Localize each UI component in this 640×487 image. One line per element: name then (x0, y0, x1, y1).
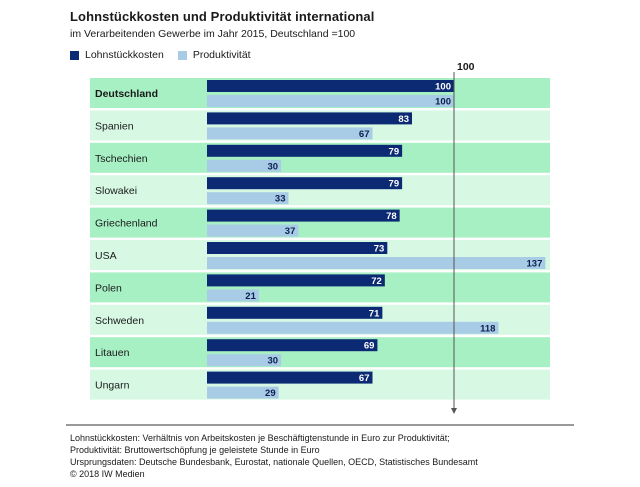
value-label-produktivitaet: 30 (268, 161, 279, 172)
legend-item-produktivitaet: Produktivität (177, 49, 251, 61)
bar-produktivitaet (207, 257, 546, 269)
value-label-produktivitaet: 33 (275, 194, 286, 205)
value-label-lohnstueckkosten: 79 (389, 179, 400, 190)
reference-label: 100 (457, 61, 475, 73)
value-label-lohnstueckkosten: 67 (359, 373, 370, 384)
value-label-lohnstueckkosten: 69 (364, 341, 375, 352)
bar-lohnstueckkosten (207, 306, 383, 319)
value-label-lohnstueckkosten: 100 (435, 82, 451, 93)
category-label: Schweden (95, 315, 144, 327)
bar-produktivitaet (207, 289, 259, 302)
bar-lohnstueckkosten (207, 144, 403, 157)
category-label: Litauen (95, 347, 130, 359)
bar-produktivitaet (207, 321, 499, 334)
value-label-lohnstueckkosten: 73 (374, 244, 385, 255)
chart-title: Lohnstückkosten und Produktivität intern… (70, 9, 375, 24)
bar-lohnstueckkosten (207, 242, 388, 254)
category-label: Polen (95, 282, 122, 294)
value-label-produktivitaet: 67 (359, 129, 370, 140)
bar-produktivitaet (207, 159, 282, 172)
legend-label-lohnstueckkosten: Lohnstückkosten (85, 49, 164, 61)
footer-line-sources: Ursprungsdaten: Deutsche Bundesbank, Eur… (70, 457, 478, 467)
bar-produktivitaet (207, 192, 289, 205)
value-label-produktivitaet: 137 (527, 259, 543, 270)
value-label-produktivitaet: 30 (268, 356, 279, 367)
value-label-lohnstueckkosten: 79 (389, 146, 400, 157)
value-label-lohnstueckkosten: 71 (369, 308, 380, 319)
value-label-lohnstueckkosten: 72 (371, 276, 382, 287)
category-label: Ungarn (95, 380, 130, 392)
reference-arrow (451, 408, 457, 414)
category-label: Slowakei (95, 185, 137, 197)
category-label: Griechenland (95, 218, 158, 230)
value-label-lohnstueckkosten: 83 (398, 114, 409, 125)
category-label: Spanien (95, 120, 134, 132)
bar-lohnstueckkosten (207, 371, 373, 384)
bar-lohnstueckkosten (207, 80, 454, 92)
footer-line-definition: Lohnstückkosten: Verhältnis von Arbeitsk… (70, 433, 450, 443)
legend-swatch-lohnstueckkosten (70, 50, 79, 60)
category-label: Tschechien (95, 153, 148, 165)
category-label: USA (95, 250, 117, 262)
bar-produktivitaet (207, 224, 299, 237)
footer-line-copyright: © 2018 IW Medien (70, 469, 145, 479)
value-label-produktivitaet: 29 (265, 388, 276, 399)
footer-notes: Lohnstückkosten: Verhältnis von Arbeitsk… (70, 432, 478, 480)
bar-lohnstueckkosten (207, 274, 385, 287)
bar-produktivitaet (207, 354, 282, 367)
footer-line-productivity: Produktivität: Bruttowertschöpfung je ge… (70, 445, 320, 455)
category-label: Deutschland (95, 88, 158, 100)
bar-produktivitaet (207, 95, 454, 107)
bar-produktivitaet (207, 386, 279, 399)
legend: Lohnstückkosten Produktivität (70, 49, 251, 61)
bar-lohnstueckkosten (207, 112, 413, 125)
legend-label-produktivitaet: Produktivität (192, 49, 251, 61)
value-label-produktivitaet: 37 (285, 226, 296, 237)
value-label-produktivitaet: 21 (245, 291, 256, 302)
legend-swatch-produktivitaet (177, 50, 187, 60)
bar-chart: Deutschland Spanien Tschechien Slowakei Grie… (66, 61, 574, 426)
value-label-produktivitaet: 118 (480, 323, 495, 334)
bar-lohnstueckkosten (207, 209, 400, 222)
bar-lohnstueckkosten (207, 177, 403, 190)
chart-subtitle: im Verarbeitenden Gewerbe im Jahr 2015, … (70, 28, 356, 40)
value-label-produktivitaet: 100 (435, 97, 451, 108)
bar-lohnstueckkosten (207, 339, 378, 352)
legend-item-lohnstueckkosten: Lohnstückkosten (70, 49, 164, 61)
bar-produktivitaet (207, 127, 373, 140)
value-label-lohnstueckkosten: 78 (386, 211, 397, 222)
